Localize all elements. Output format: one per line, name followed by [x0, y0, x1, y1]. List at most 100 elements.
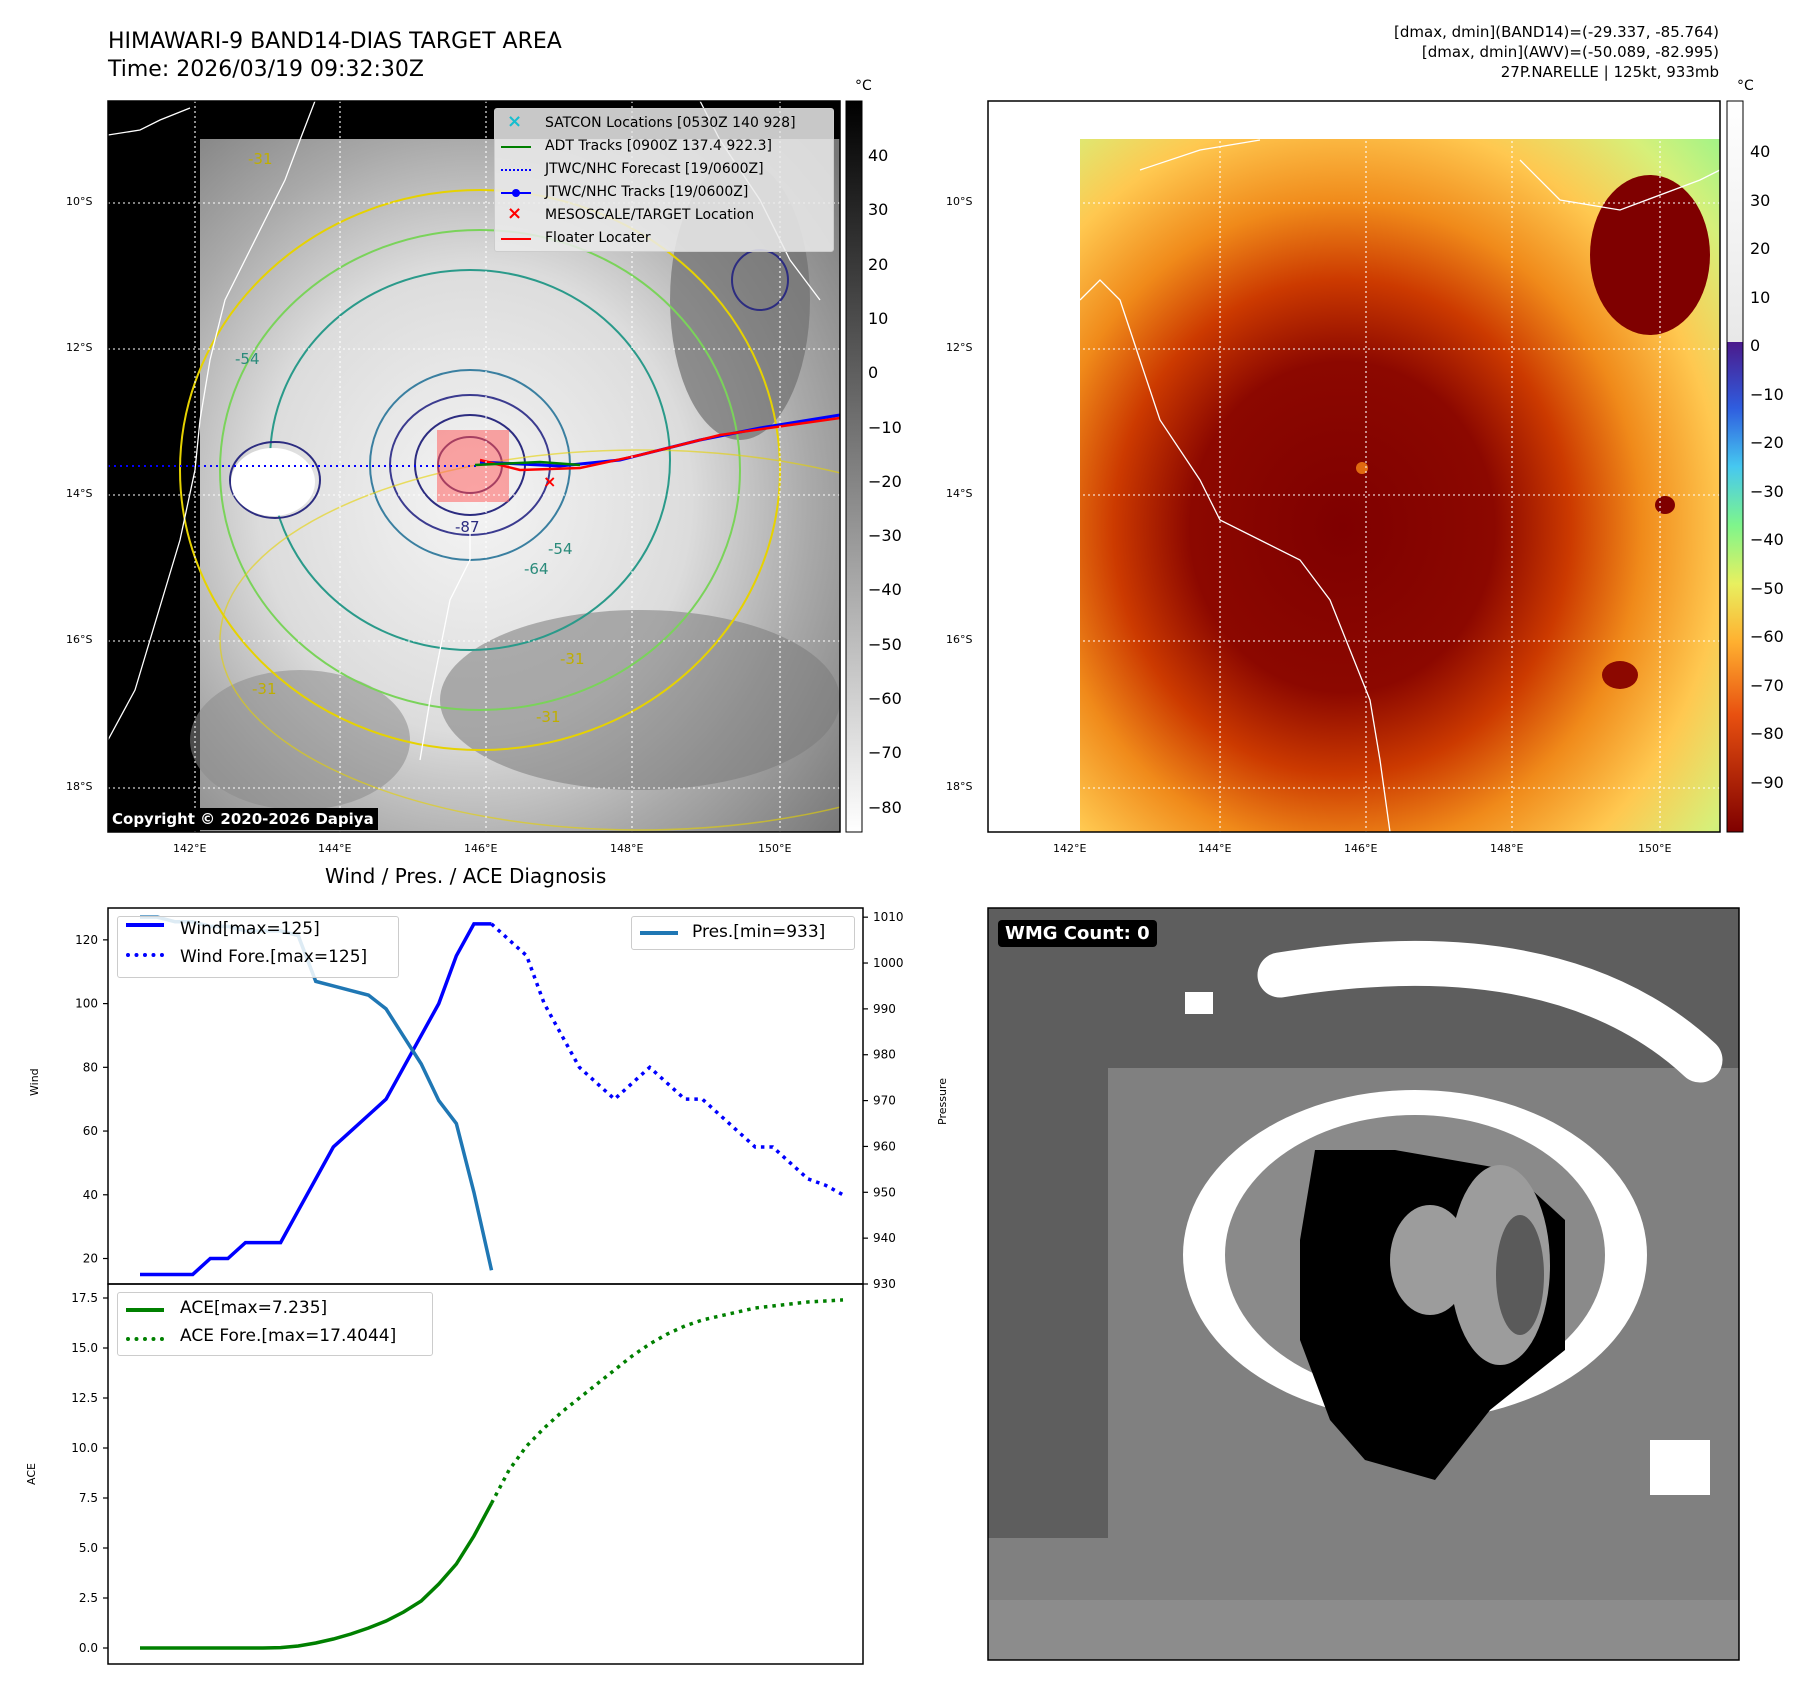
- legend-label: JTWC/NHC Tracks [19/0600Z]: [545, 184, 749, 200]
- adt-track: [474, 460, 581, 467]
- wind-fore-legend-swatch: [126, 953, 164, 957]
- pressure-ylabel: Pressure: [936, 1078, 949, 1125]
- legend-item: ADT Tracks [0900Z 137.4 922.3]: [495, 136, 831, 158]
- wind-ytick-label: 100: [75, 997, 98, 1011]
- legend-swatch: ×: [507, 203, 523, 224]
- lon-label: 144°E: [318, 842, 352, 855]
- lon-label: 150°E: [758, 842, 792, 855]
- contour-label: -31: [536, 708, 561, 726]
- ace-ytick-label: 12.5: [71, 1391, 98, 1405]
- pressure-ytick-label: 980: [873, 1048, 896, 1062]
- legend-label: MESOSCALE/TARGET Location: [545, 207, 755, 223]
- legend-item: JTWC/NHC Tracks [19/0600Z]: [495, 182, 831, 204]
- pressure-ytick-label: 990: [873, 1002, 896, 1016]
- lat-label: 12°S: [66, 341, 93, 354]
- colorbar-tick: −20: [1750, 433, 1784, 452]
- ace-legend: ACE[max=7.235] ACE Fore.[max=17.4044]: [117, 1292, 433, 1356]
- wind-ytick-label: 60: [83, 1124, 98, 1138]
- series-ace-fore-: [489, 1298, 844, 1505]
- lon-label: 148°E: [610, 842, 644, 855]
- wind-legend: Wind[max=125] Wind Fore.[max=125]: [117, 916, 399, 978]
- colorbar-tick: −20: [868, 471, 902, 491]
- pressure-ytick-label: 960: [873, 1139, 896, 1153]
- info-line1: [dmax, dmin](BAND14)=(-29.337, -85.764): [1394, 23, 1719, 41]
- ace-fore-legend-label: ACE Fore.[max=17.4044]: [180, 1326, 397, 1346]
- colorbar-tick: −40: [868, 580, 902, 600]
- pressure-ytick-label: 970: [873, 1094, 896, 1108]
- colorbar-tick: −50: [868, 634, 902, 654]
- wind-legend-label: Wind[max=125]: [180, 919, 320, 939]
- colorbar-gray: [845, 100, 863, 833]
- legend-swatch: [501, 146, 531, 148]
- colorbar-tick: 40: [1750, 142, 1771, 161]
- colorbar-tick: −70: [868, 743, 902, 763]
- contour-label: -31: [560, 650, 585, 668]
- wind-ytick-label: 40: [83, 1188, 98, 1202]
- lon-label: 142°E: [1053, 842, 1087, 855]
- colorbar-color-unit: °C: [1737, 78, 1754, 94]
- legend-label: ADT Tracks [0900Z 137.4 922.3]: [545, 138, 772, 154]
- contour-label: -54: [548, 540, 573, 558]
- wmg-panel: [987, 907, 1740, 1661]
- lat-label: 10°S: [946, 195, 973, 208]
- contour-label: -54: [235, 350, 260, 368]
- wind-ytick-label: 20: [83, 1252, 98, 1266]
- ace-ytick-label: 15.0: [71, 1341, 98, 1355]
- series-wind: [140, 922, 492, 1277]
- lat-label: 18°S: [946, 780, 973, 793]
- title-line2: Time: 2026/03/19 09:32:30Z: [108, 57, 424, 82]
- ace-ytick-label: 10.0: [71, 1441, 98, 1455]
- series-wind-fore-: [490, 922, 844, 1197]
- contour-label: -87: [455, 518, 480, 536]
- info-block: [dmax, dmin](BAND14)=(-29.337, -85.764) …: [1394, 22, 1719, 82]
- colorbar-tick: 40: [868, 146, 889, 165]
- legend-swatch: [501, 238, 531, 240]
- wind-fore-legend-label: Wind Fore.[max=125]: [180, 947, 368, 967]
- ace-ytick-label: 0.0: [79, 1641, 98, 1655]
- legend-swatch: [501, 189, 531, 197]
- chart-layer: 20 40 60 80 100 120 930 940 950 960 970 980 990 1000 1…: [71, 910, 903, 1655]
- series-ace: [140, 1502, 494, 1650]
- colorbar-tick: 10: [1750, 287, 1771, 307]
- colorbar-tick: 20: [868, 254, 889, 274]
- floater-track: [479, 416, 840, 472]
- lon-label: 142°E: [173, 842, 207, 855]
- contour-label: -31: [252, 680, 277, 698]
- legend-item: JTWC/NHC Forecast [19/0600Z]: [495, 159, 831, 181]
- legend-label: JTWC/NHC Forecast [19/0600Z]: [545, 161, 764, 177]
- pressure-ytick-label: 930: [873, 1277, 896, 1291]
- pres-legend-swatch: [640, 931, 678, 935]
- contour-label: -64: [524, 560, 549, 578]
- diagnosis-title: Wind / Pres. / ACE Diagnosis: [325, 864, 607, 888]
- legend-label: SATCON Locations [0530Z 140 928]: [545, 115, 796, 131]
- colorbar-tick: 30: [868, 200, 889, 220]
- colorbar-tick: −60: [868, 689, 902, 708]
- colorbar-tick: −80: [1750, 724, 1784, 743]
- lon-label: 148°E: [1490, 842, 1524, 855]
- map-legend: × SATCON Locations [0530Z 140 928] ADT Tra…: [494, 108, 834, 252]
- info-line2: [dmax, dmin](AWV)=(-50.089, -82.995): [1421, 43, 1719, 61]
- legend-item: Floater Locater: [495, 228, 831, 250]
- colorbar-tick: −50: [1750, 578, 1784, 598]
- info-line3: 27P.NARELLE | 125kt, 933mb: [1500, 63, 1719, 81]
- contour-label: -31: [248, 150, 273, 168]
- mesoscale-marker: ×: [543, 472, 556, 491]
- ace-ytick-label: 17.5: [71, 1291, 98, 1305]
- lat-label: 12°S: [946, 341, 973, 354]
- lat-label: 10°S: [66, 195, 93, 208]
- colorbar-tick: −40: [1750, 530, 1784, 549]
- colorbar-tick: −10: [868, 417, 902, 437]
- ace-legend-swatch: [126, 1308, 164, 1312]
- colorbar-tick: −60: [1750, 627, 1784, 646]
- colorbar-tick: 20: [1750, 239, 1771, 258]
- lon-label: 150°E: [1638, 842, 1672, 855]
- legend-swatch: [501, 169, 531, 171]
- ace-axes: [107, 1283, 864, 1665]
- wind-ytick-label: 80: [83, 1060, 98, 1074]
- wind-ytick-label: 120: [75, 933, 98, 947]
- pressure-legend: Pres.[min=933]: [631, 916, 855, 950]
- ace-fore-legend-swatch: [126, 1337, 164, 1341]
- ace-ytick-label: 5.0: [79, 1541, 98, 1555]
- lon-label: 144°E: [1198, 842, 1232, 855]
